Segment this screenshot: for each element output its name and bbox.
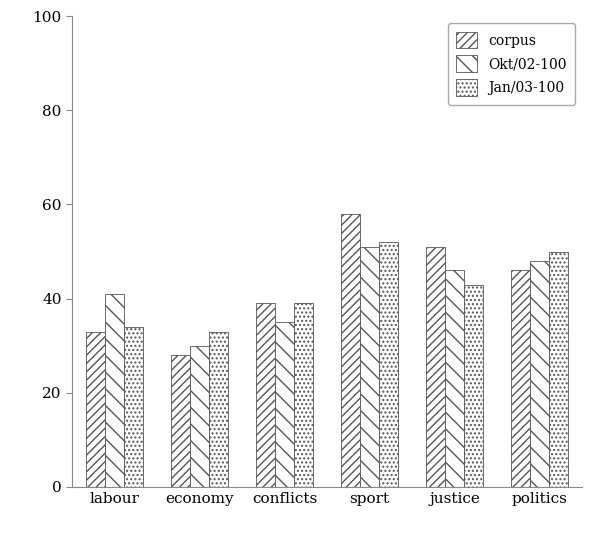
Bar xyxy=(530,261,549,487)
Bar xyxy=(511,270,530,487)
Bar xyxy=(360,247,379,487)
Bar xyxy=(294,304,313,487)
Bar xyxy=(124,327,143,487)
Bar xyxy=(256,304,275,487)
Bar xyxy=(427,247,445,487)
Bar xyxy=(105,294,124,487)
Bar xyxy=(275,322,294,487)
Bar xyxy=(209,332,227,487)
Bar xyxy=(379,242,398,487)
Bar xyxy=(172,355,190,487)
Bar xyxy=(445,270,464,487)
Bar xyxy=(341,214,360,487)
Bar xyxy=(464,285,482,487)
Bar xyxy=(86,332,105,487)
Bar xyxy=(549,252,568,487)
Bar xyxy=(190,346,209,487)
Legend: corpus, Okt/02-100, Jan/03-100: corpus, Okt/02-100, Jan/03-100 xyxy=(448,23,575,104)
